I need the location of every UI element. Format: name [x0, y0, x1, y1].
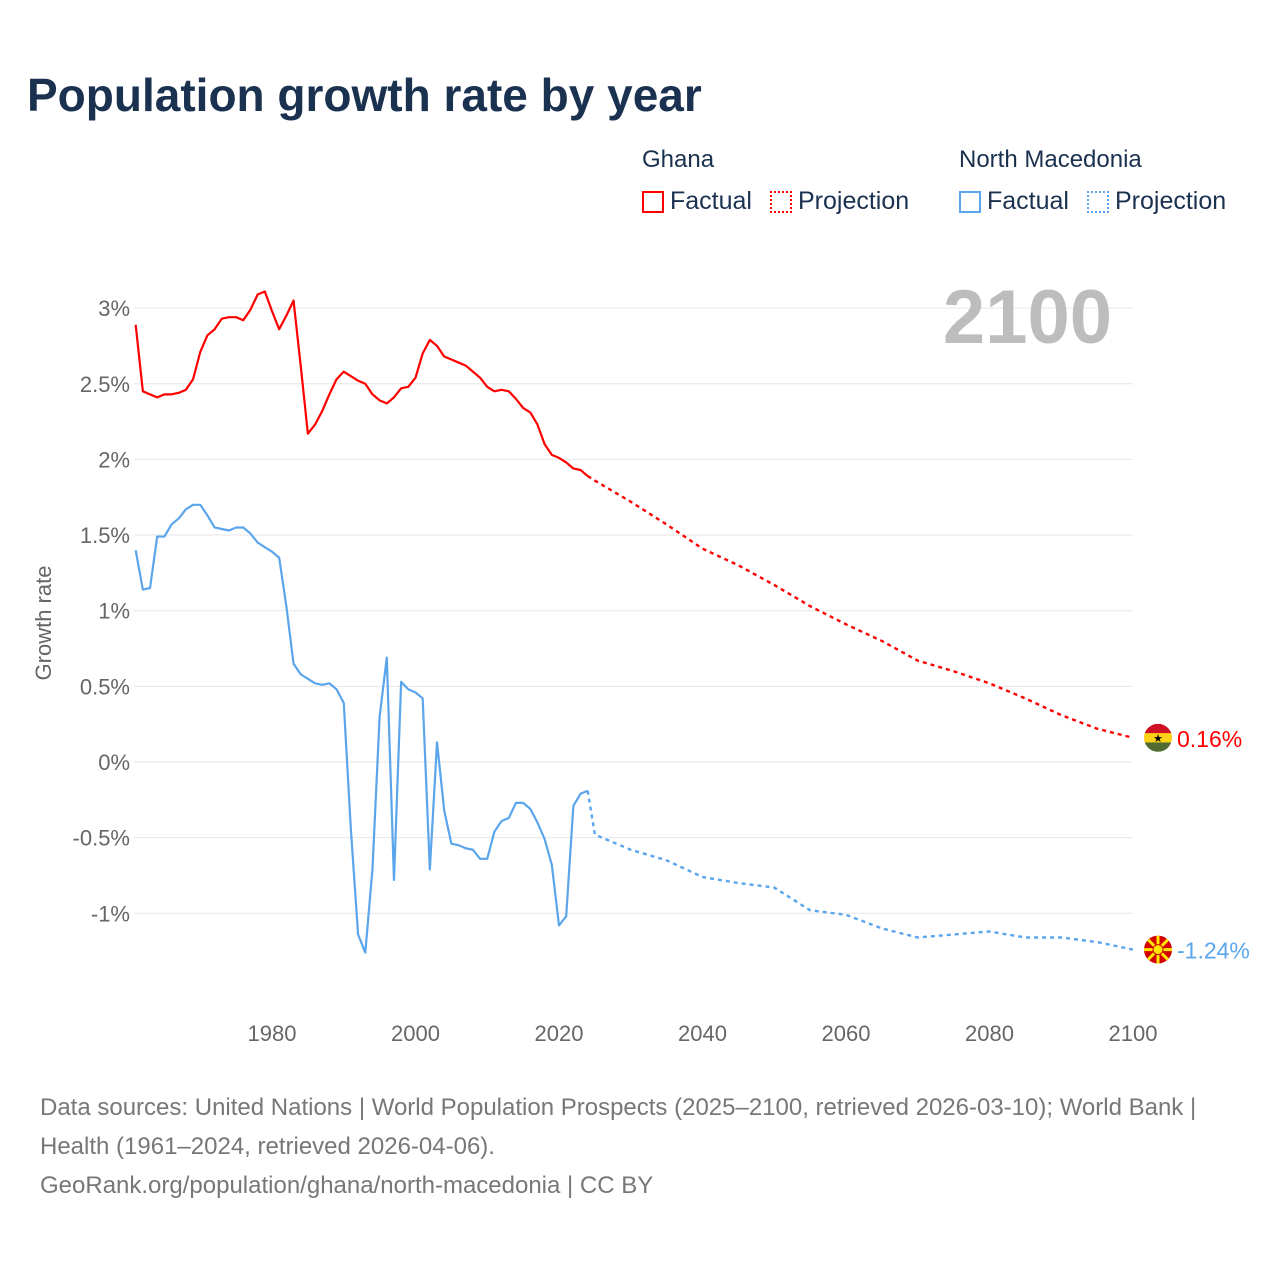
legend-nm-factual[interactable]: Factual [959, 187, 1069, 216]
data-sources: Data sources: United Nations | World Pop… [40, 1094, 1197, 1160]
solid-swatch-icon [642, 190, 664, 213]
chart-title: Population growth rate by year [27, 69, 702, 121]
y-tick-label: 0% [98, 750, 130, 775]
y-tick-label: 0.5% [80, 674, 130, 699]
legend-group-title: North Macedonia [959, 146, 1142, 173]
y-tick-label: 2% [98, 447, 130, 472]
legend-label: Projection [1114, 187, 1227, 215]
footer: Data sources: United Nations | World Pop… [40, 1088, 1240, 1205]
north-macedonia-flag-icon [1144, 935, 1172, 964]
series-line-factual [134, 290, 589, 477]
legend-north-macedonia: North Macedonia Factual Projection [959, 146, 1226, 216]
series-line-projection [586, 790, 1134, 951]
legend-label: Projection [797, 187, 910, 215]
end-value-label: -1.24% [1177, 938, 1250, 964]
y-tick-label: 2.5% [80, 372, 130, 397]
legend-label: Factual [987, 187, 1069, 215]
line-chart: 3% 2.5% 2% 1.5% 1% 0.5% 0% -0.5% -1% 1980 2000 2020… [31, 275, 1250, 1046]
svg-text:★: ★ [1153, 733, 1163, 745]
x-tick-label: 1980 [248, 1021, 297, 1046]
series-line-factual [134, 503, 589, 954]
x-tick-label: 2080 [965, 1021, 1014, 1046]
y-tick-label: 3% [98, 296, 130, 321]
x-tick-label: 2060 [822, 1021, 871, 1046]
legend-group-title: Ghana [642, 146, 715, 173]
legend-ghana-factual[interactable]: Factual [642, 187, 752, 216]
series-line-projection [587, 475, 1134, 739]
y-tick-label: 1% [98, 599, 130, 624]
dotted-swatch-icon [769, 190, 792, 213]
source-link[interactable]: GeoRank.org/population/ghana/north-maced… [40, 1172, 654, 1199]
x-tick-label: 2040 [678, 1021, 727, 1046]
x-tick-label: 2100 [1109, 1021, 1158, 1046]
dotted-swatch-icon [1086, 190, 1109, 213]
y-axis-label: Growth rate [31, 566, 56, 681]
legend-ghana: Ghana Factual Projection [642, 146, 909, 216]
legend-ghana-projection[interactable]: Projection [769, 187, 910, 216]
solid-swatch-icon [959, 190, 981, 213]
year-label: 2100 [943, 275, 1112, 360]
y-tick-label: -1% [91, 901, 130, 926]
legend-nm-projection[interactable]: Projection [1086, 187, 1227, 216]
y-tick-label: -0.5% [73, 826, 130, 851]
x-tick-label: 2000 [391, 1021, 440, 1046]
ghana-flag-icon: ★ [1144, 723, 1172, 752]
end-value-label: 0.16% [1177, 726, 1242, 752]
legend-label: Factual [670, 187, 752, 215]
x-tick-label: 2020 [535, 1021, 584, 1046]
y-tick-label: 1.5% [80, 523, 130, 548]
